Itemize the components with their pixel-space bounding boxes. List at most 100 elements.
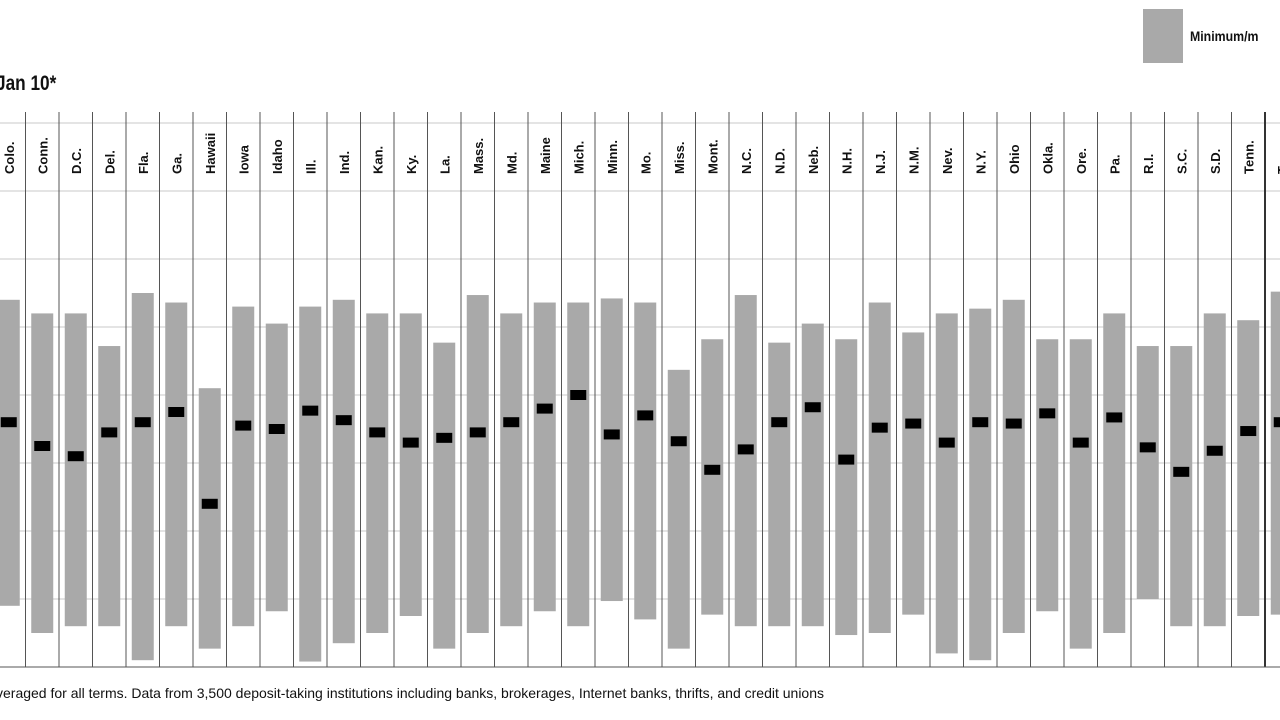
range-bar: [366, 313, 389, 633]
state-label: N.M.: [906, 147, 921, 174]
average-marker: [0, 417, 17, 428]
state-label: Minn.: [605, 140, 620, 174]
range-bar: [98, 346, 121, 627]
average-marker: [1106, 412, 1123, 423]
state-label: Fla.: [136, 152, 151, 174]
state-label: Okla.: [1040, 142, 1055, 174]
average-marker: [134, 417, 151, 428]
state-label: Mo.: [638, 152, 653, 174]
state-label: Tex.: [1275, 149, 1280, 174]
average-marker: [436, 432, 453, 443]
range-bar: [533, 302, 556, 612]
average-marker: [469, 427, 486, 438]
average-markers: [0, 390, 1280, 509]
state-label: Maine: [538, 137, 553, 174]
range-bar: [734, 295, 757, 627]
range-bar: [399, 313, 422, 616]
state-label: Iowa: [236, 144, 251, 174]
average-marker: [1039, 408, 1056, 419]
state-label: Ky.: [404, 155, 419, 174]
average-marker: [938, 437, 955, 448]
range-bars: [0, 291, 1280, 662]
range-bar: [0, 299, 20, 606]
average-marker: [302, 405, 319, 416]
range-bar: [768, 342, 791, 627]
range-bar: [1036, 339, 1059, 612]
state-label: Ore.: [1074, 148, 1089, 174]
state-label: Colo.: [2, 142, 17, 175]
range-bar: [1237, 320, 1260, 616]
average-marker: [34, 441, 51, 451]
average-marker: [704, 464, 721, 475]
average-marker: [1139, 442, 1156, 453]
range-bar: [1103, 313, 1126, 633]
state-label: Ga.: [169, 153, 184, 174]
state-label: Idaho: [270, 139, 285, 174]
column-dividers: [0, 112, 1280, 668]
range-bar: [567, 302, 590, 627]
average-marker: [603, 429, 620, 440]
range-bar: [1069, 339, 1092, 649]
average-marker: [67, 451, 84, 462]
range-bar: [902, 332, 925, 615]
average-marker: [771, 417, 788, 428]
state-label: Conn.: [35, 137, 50, 174]
state-label: R.I.: [1141, 154, 1156, 174]
range-bar: [1203, 313, 1226, 627]
state-label: Ill.: [303, 160, 318, 174]
average-marker: [570, 390, 587, 400]
average-marker: [1005, 418, 1022, 429]
average-marker: [871, 422, 888, 433]
average-marker: [335, 415, 352, 426]
range-bar: [600, 298, 623, 602]
average-marker: [235, 420, 252, 431]
state-label: Miss.: [672, 141, 687, 174]
average-marker: [503, 417, 520, 428]
state-label: Nev.: [940, 148, 955, 175]
chart-subtitle: Jan 10*: [0, 72, 57, 95]
state-label: Ohio: [1007, 144, 1022, 174]
average-marker: [101, 427, 118, 438]
range-bar: [31, 313, 54, 633]
average-marker: [972, 417, 989, 428]
state-label: Md.: [504, 152, 519, 174]
range-bar: [466, 295, 489, 633]
range-bar: [969, 308, 992, 661]
range-bar: [165, 302, 188, 627]
average-marker: [905, 418, 922, 429]
average-marker: [536, 403, 553, 414]
state-label: S.D.: [1208, 149, 1223, 174]
average-marker: [268, 424, 285, 434]
state-label: N.C.: [739, 148, 754, 174]
state-label: Hawaii: [203, 133, 218, 174]
state-label: Mont.: [705, 139, 720, 174]
average-marker: [737, 444, 754, 455]
legend-label: Minimum/m: [1190, 28, 1259, 44]
range-bar: [299, 306, 322, 662]
range-bar: [198, 388, 221, 649]
state-label: Pa.: [1107, 154, 1122, 174]
range-bar: [1136, 346, 1159, 599]
average-marker: [1240, 426, 1257, 437]
average-marker: [1273, 417, 1280, 428]
state-label: Ind.: [337, 151, 352, 174]
state-label: Neb.: [806, 146, 821, 174]
average-marker: [201, 498, 218, 509]
state-label: Mich.: [571, 141, 586, 174]
average-marker: [1072, 437, 1089, 448]
range-bar: [332, 299, 355, 644]
state-labels: Colo. Conn. D.C. Del. Fla. Ga. Hawaii Iowa Idaho…: [2, 133, 1280, 174]
average-marker: [838, 454, 855, 465]
average-marker: [402, 437, 419, 448]
average-marker: [369, 427, 386, 438]
average-marker: [637, 410, 654, 421]
state-label: D.C.: [69, 148, 84, 174]
range-bar: [64, 313, 87, 627]
state-label: N.Y.: [973, 150, 988, 174]
range-bar: [232, 306, 255, 627]
legend-swatch: [1143, 9, 1183, 63]
range-bar: [1170, 346, 1193, 627]
average-marker: [1206, 445, 1223, 456]
range-bar: [1270, 291, 1280, 615]
range-bar: [265, 323, 288, 612]
